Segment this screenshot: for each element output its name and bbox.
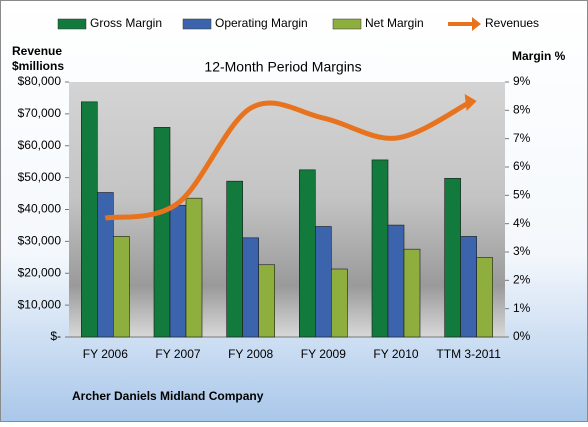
bar [371, 159, 389, 338]
y-tick-label: $30,000 [18, 234, 62, 248]
bar [387, 224, 405, 338]
bar [315, 226, 332, 338]
legend-label: Revenues [485, 16, 539, 30]
y2-tick-label: 0% [513, 329, 531, 343]
bar [331, 268, 348, 338]
x-tick-label: FY 2009 [301, 347, 346, 361]
legend-swatch [57, 18, 87, 30]
x-tick-label: FY 2007 [155, 347, 200, 361]
legend-label: Operating Margin [215, 16, 308, 30]
bar [169, 204, 187, 338]
bar [153, 127, 171, 338]
y-axis-title: $millions [12, 59, 64, 73]
legend-swatch [182, 18, 212, 30]
bar [403, 248, 421, 338]
y2-tick-label: 3% [513, 244, 531, 258]
legend-swatch [472, 17, 481, 31]
y2-tick-label: 1% [513, 301, 531, 315]
y2-axis-title: Margin % [512, 49, 566, 63]
y2-tick-label: 7% [513, 131, 531, 145]
y-tick-label: $50,000 [18, 170, 62, 184]
bar [97, 192, 114, 338]
y-tick-label: $80,000 [18, 74, 62, 88]
y2-tick-label: 4% [513, 216, 531, 230]
bar [242, 237, 259, 338]
bar [185, 197, 203, 338]
y2-tick-label: 6% [513, 159, 531, 173]
y-tick-label: $60,000 [18, 138, 62, 152]
bar [460, 236, 477, 338]
bar [258, 264, 275, 338]
x-tick-label: TTM 3-2011 [436, 347, 501, 361]
y2-tick-label: 9% [513, 74, 531, 88]
y-axis-title: Revenue [12, 44, 62, 58]
legend-label: Net Margin [365, 16, 424, 30]
y2-tick-label: 2% [513, 273, 531, 287]
y2-tick-label: 8% [513, 103, 531, 117]
line-arrow [464, 94, 477, 112]
chart-title: 12-Month Period Margins [204, 59, 361, 75]
footer: Archer Daniels Midland Company [72, 389, 264, 403]
y-tick-label: $10,000 [18, 297, 62, 311]
bar [476, 257, 493, 338]
line [104, 100, 470, 221]
bar [113, 236, 130, 338]
legend-swatch [332, 18, 362, 30]
y-tick-label: $20,000 [18, 265, 62, 279]
x-tick-label: FY 2008 [228, 347, 273, 361]
y-tick-label: $70,000 [18, 106, 62, 120]
x-tick-label: FY 2010 [373, 347, 418, 361]
y-tick-label: $- [50, 329, 61, 343]
bar [81, 101, 98, 338]
legend-label: Gross Margin [90, 16, 162, 30]
bar [226, 180, 243, 338]
y2-tick-label: 5% [513, 188, 531, 202]
bar [444, 178, 461, 338]
x-tick-label: FY 2006 [83, 347, 128, 361]
y-tick-label: $40,000 [18, 202, 62, 216]
bar [299, 169, 316, 338]
